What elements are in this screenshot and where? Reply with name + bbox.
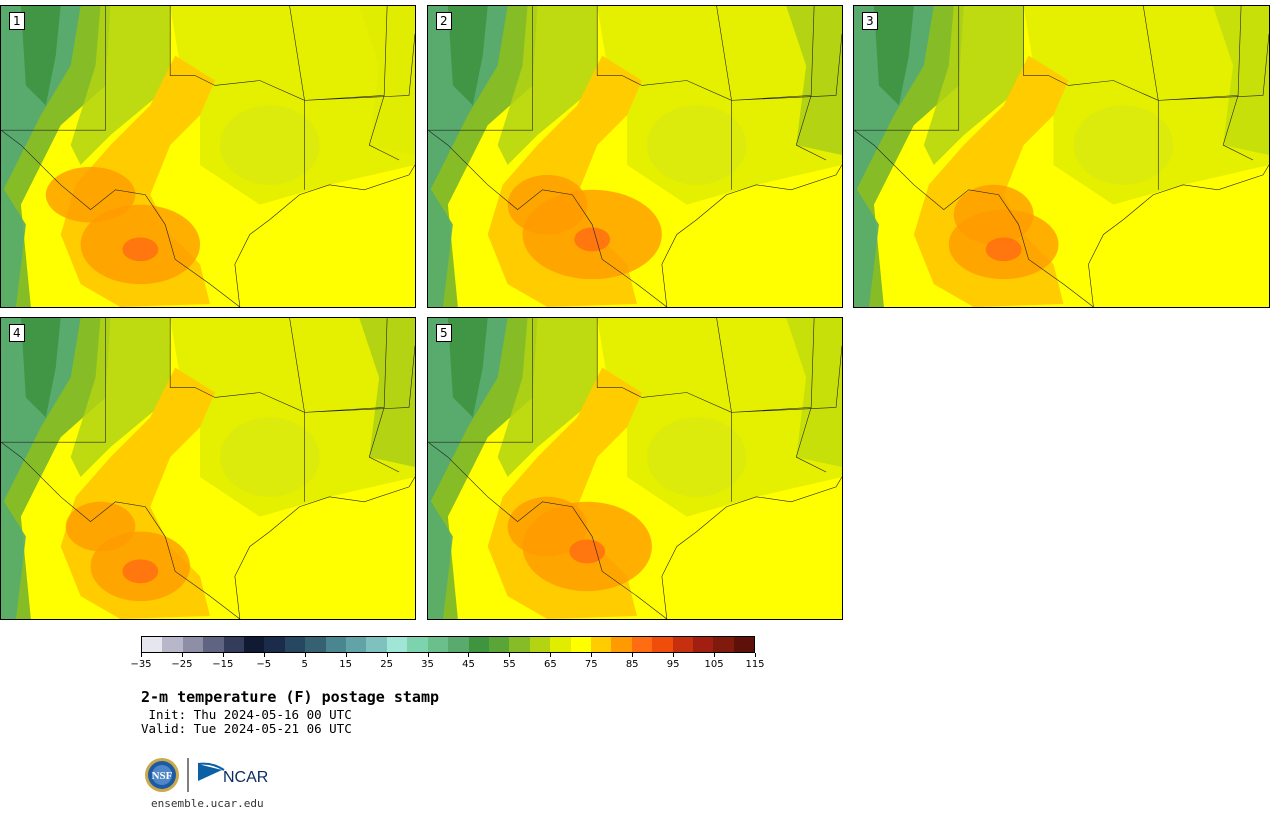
colorbar-tick [591,653,593,657]
colorbar-ticks: −35 −25 −15 −5 5 15 25 35 45 55 65 75 85 95 105 115 [130,653,765,673]
colorbar-cell [366,637,387,652]
colorbar-cell [550,637,571,652]
temperature-map [854,6,1269,307]
colorbar-cell [427,637,449,652]
colorbar-tick-label: 5 [301,659,308,670]
colorbar-tick [222,653,224,657]
colorbar-tick-label: 55 [503,659,516,670]
member-panel-5: 5 [427,317,843,620]
colorbar-tick [181,653,183,657]
colorbar-tick [304,653,306,657]
colorbar-tick-label: −35 [130,659,152,670]
temperature-colorbar [141,636,755,653]
colorbar-tick [714,653,716,657]
temperature-map [1,6,415,307]
colorbar-tick-label: 105 [704,659,724,670]
colorbar-tick-label: −25 [171,659,193,670]
colorbar-cell [264,637,285,652]
ncar-logo: NCAR [197,762,268,786]
website-url: ensemble.ucar.edu [151,797,264,810]
colorbar-tick-label: −5 [256,659,272,670]
colorbar-cell [244,637,265,652]
temperature-map [1,318,415,619]
nsf-logo: NSF [145,758,179,792]
colorbar-cell [386,637,408,652]
colorbar-cell [509,637,530,652]
colorbar-tick [427,653,429,657]
colorbar-cell [182,637,204,652]
member-label: 3 [862,12,878,30]
colorbar-cell [529,637,551,652]
colorbar-tick [673,653,675,657]
colorbar-cell [672,637,693,652]
colorbar-cell [652,637,673,652]
colorbar-cell [488,637,510,652]
colorbar-cell [570,637,591,652]
colorbar-tick-label: 65 [543,659,557,670]
colorbar-tick-label: 35 [421,659,434,670]
colorbar-cell [284,637,306,652]
colorbar-cell [611,637,632,652]
ncar-logo-text: NCAR [223,769,268,786]
member-panel-2: 2 [427,5,843,308]
colorbar-tick [509,653,511,657]
colorbar-cell [305,637,326,652]
colorbar-cell [468,637,489,652]
colorbar-cell [713,637,734,652]
valid-time: Valid: Tue 2024-05-21 06 UTC [141,721,352,736]
colorbar-tick-label: −15 [212,659,234,670]
colorbar-tick [755,653,756,657]
nsf-logo-text: NSF [152,770,173,782]
logos: NSF NCAR [145,758,268,792]
colorbar-tick-label: 45 [462,659,475,670]
colorbar-tick [550,653,552,657]
member-label: 1 [9,12,25,30]
member-label: 2 [436,12,452,30]
temperature-map [428,318,842,619]
colorbar-cell [203,637,224,652]
member-label: 4 [9,324,25,342]
colorbar-tick-label: 95 [666,659,680,670]
colorbar-cell [448,637,469,652]
colorbar-tick [141,653,142,657]
colorbar-tick [263,653,265,657]
colorbar-tick-label: 25 [380,659,393,670]
temperature-map [428,6,842,307]
colorbar-tick-label: 15 [339,659,353,670]
colorbar-cell [162,637,183,652]
colorbar-cell [346,637,367,652]
init-time: Init: Thu 2024-05-16 00 UTC [141,707,352,722]
colorbar-cell [325,637,347,652]
member-panel-1: 1 [0,5,416,308]
colorbar-cell [407,637,428,652]
colorbar-cell [590,637,612,652]
colorbar-tick-label: 85 [625,659,639,670]
colorbar-tick-label: 75 [584,659,598,670]
colorbar-tick [345,653,347,657]
member-panel-4: 4 [0,317,416,620]
colorbar-tick [468,653,470,657]
chart-title: 2-m temperature (F) postage stamp [141,688,440,706]
colorbar-cell [692,637,714,652]
colorbar-cell [631,637,653,652]
member-panel-3: 3 [853,5,1270,308]
colorbar-tick [386,653,388,657]
colorbar-tick-label: 115 [745,659,765,670]
colorbar-cell [223,637,245,652]
member-label: 5 [436,324,452,342]
colorbar-tick [632,653,634,657]
colorbar-cell [142,637,163,652]
colorbar-cell [733,637,755,652]
